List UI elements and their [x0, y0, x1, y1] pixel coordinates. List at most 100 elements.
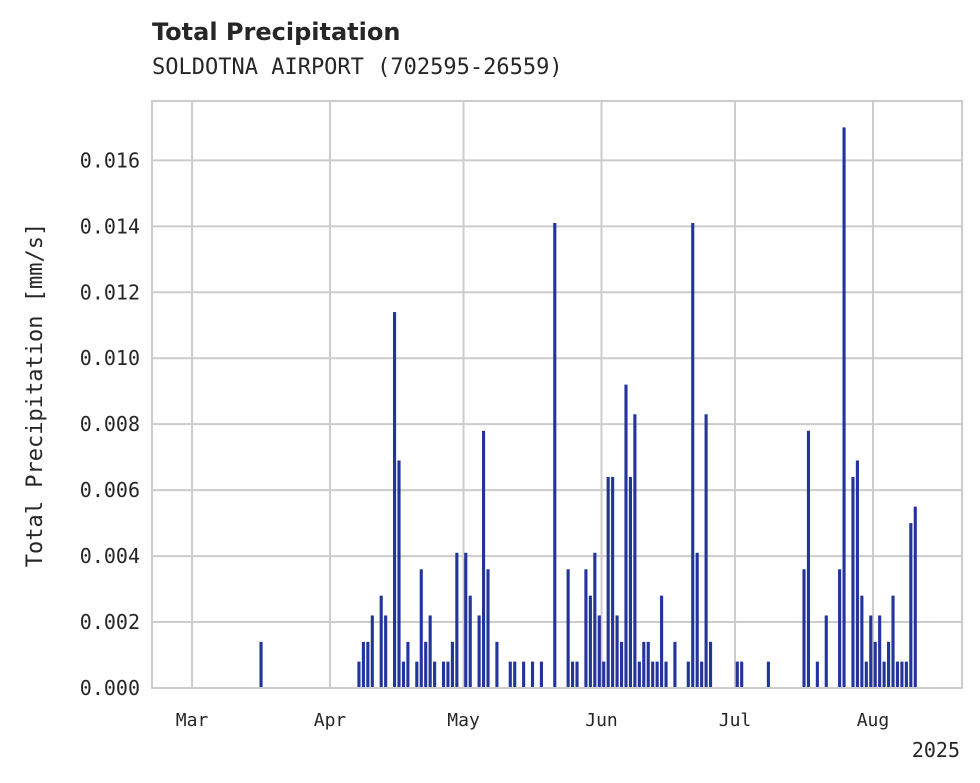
precipitation-bar [379, 595, 383, 688]
precipitation-bar [419, 569, 423, 688]
precipitation-bar [646, 641, 650, 688]
precipitation-bar [695, 552, 699, 688]
precipitation-bar [415, 661, 419, 688]
y-tick-label: 0.012 [80, 280, 140, 304]
grid-lines [152, 101, 962, 689]
precipitation-bar [566, 569, 570, 688]
precipitation-bar [433, 661, 437, 688]
precipitation-bar [584, 569, 588, 688]
precipitation-bar [366, 641, 370, 688]
y-tick-label: 0.000 [80, 676, 140, 700]
precipitation-bar [735, 661, 739, 688]
precipitation-bar [575, 661, 579, 688]
precipitation-bar [571, 661, 575, 688]
precipitation-bar [624, 384, 628, 688]
x-tick-label: Apr [314, 710, 347, 731]
precipitation-bar [455, 552, 459, 688]
precipitation-bar [855, 460, 859, 688]
plot-frame [151, 100, 963, 689]
precipitation-bar [655, 661, 659, 688]
precipitation-bar [588, 595, 592, 688]
precipitation-bar [891, 595, 895, 688]
precipitation-bar [486, 569, 490, 688]
precipitation-bar [593, 552, 597, 688]
y-tick-label: 0.014 [80, 214, 140, 238]
y-tick-label: 0.002 [80, 610, 140, 634]
precipitation-bar [633, 414, 637, 688]
y-tick-label: 0.016 [80, 148, 140, 172]
precipitation-bar [619, 641, 624, 688]
precipitation-bar [406, 641, 410, 688]
precipitation-bar [864, 661, 868, 688]
precipitation-bar [628, 476, 632, 688]
chart-subtitle: SOLDOTNA AIRPORT (702595-26559) [152, 55, 563, 80]
precipitation-bar [606, 476, 610, 688]
chart-title: Total Precipitation [152, 18, 400, 46]
y-axis-label: Total Precipitation [mm/s] [23, 223, 48, 567]
precipitation-bar [361, 641, 365, 688]
precipitation-bar [651, 661, 655, 688]
x-axis-ticks: Mar Apr May Jun Jul Aug [176, 710, 889, 731]
precipitation-bar [602, 661, 606, 688]
precipitation-bar [851, 476, 855, 688]
precipitation-bar [441, 661, 446, 688]
precipitation-bar [802, 569, 806, 688]
precipitation-bar [428, 615, 432, 688]
precipitation-bar [838, 569, 842, 688]
precipitation-bar [357, 661, 361, 688]
precipitation-bar [495, 641, 499, 688]
precipitation-bar [370, 615, 374, 688]
y-tick-label: 0.008 [80, 412, 140, 436]
y-tick-label: 0.004 [80, 544, 140, 568]
x-tick-label: Mar [176, 710, 209, 731]
precipitation-bar [815, 661, 819, 688]
y-tick-label: 0.010 [80, 346, 140, 370]
precipitation-bar [882, 661, 886, 688]
precipitation-bar [642, 641, 646, 688]
precipitation-bar [900, 661, 904, 688]
precipitation-bar [700, 661, 704, 688]
precipitation-bar [393, 312, 397, 688]
precipitation-bar [824, 615, 828, 688]
precipitation-bar [878, 615, 882, 688]
precipitation-bar [664, 661, 668, 688]
precipitation-bar [673, 641, 677, 688]
precipitation-bar [909, 523, 913, 688]
precipitation-bar [522, 661, 526, 688]
precipitation-bar [860, 595, 864, 688]
x-axis-year-label: 2025 [912, 738, 960, 762]
precipitation-bar [513, 661, 517, 688]
precipitation-bar [873, 641, 877, 688]
precipitation-bar [887, 641, 891, 688]
precipitation-bar [740, 661, 744, 688]
precipitation-bar [611, 476, 615, 688]
precipitation-bar [704, 414, 708, 688]
x-tick-label: Jul [719, 710, 752, 731]
precipitation-bar [869, 615, 873, 688]
precipitation-bar [904, 661, 908, 688]
precipitation-bar [401, 661, 406, 688]
precipitation-bar [482, 430, 486, 688]
precipitation-bar [660, 595, 664, 688]
x-tick-label: Jun [585, 710, 618, 731]
precipitation-bar [259, 641, 263, 688]
y-tick-label: 0.006 [80, 478, 140, 502]
bar-series [259, 127, 917, 688]
precipitation-bar [766, 661, 770, 688]
precipitation-bar [913, 506, 917, 688]
precipitation-bar [530, 661, 535, 688]
precipitation-bar [691, 223, 695, 688]
precipitation-bar [553, 223, 557, 688]
precipitation-bar [539, 661, 543, 688]
precipitation-bar [464, 552, 468, 688]
precipitation-bar [424, 641, 428, 688]
precipitation-bar [397, 460, 401, 688]
precipitation-bar [384, 615, 388, 688]
precipitation-bar [842, 127, 846, 688]
precipitation-bar [446, 661, 450, 688]
precipitation-bar [895, 661, 900, 688]
x-tick-label: May [447, 710, 480, 731]
precipitation-bar [450, 641, 454, 688]
precipitation-bar [597, 615, 601, 688]
precipitation-bar [806, 430, 811, 688]
